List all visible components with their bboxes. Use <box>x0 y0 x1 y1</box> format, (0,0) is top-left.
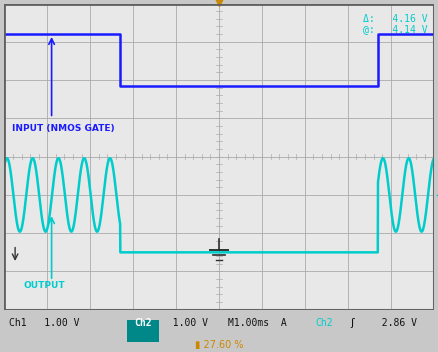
Text: Ch1   1.00 V: Ch1 1.00 V <box>9 318 79 328</box>
Text: OUTPUT: OUTPUT <box>24 281 65 290</box>
Text: ʃ: ʃ <box>350 318 354 328</box>
Text: M1.00ms  A: M1.00ms A <box>228 318 286 328</box>
Text: Ch2: Ch2 <box>315 318 333 328</box>
Text: Δ:   4.16 V: Δ: 4.16 V <box>363 14 427 24</box>
Text: 1.00 V: 1.00 V <box>161 318 208 328</box>
Text: @:   4.14 V: @: 4.14 V <box>363 25 427 34</box>
Text: 2.86 V: 2.86 V <box>370 318 417 328</box>
Text: Ch2: Ch2 <box>134 318 152 328</box>
Text: ◀: ◀ <box>436 190 438 200</box>
FancyBboxPatch shape <box>4 4 434 310</box>
Text: INPUT (NMOS GATE): INPUT (NMOS GATE) <box>12 124 115 133</box>
Text: ▮ 27.60 %: ▮ 27.60 % <box>195 340 243 350</box>
FancyBboxPatch shape <box>127 320 159 342</box>
